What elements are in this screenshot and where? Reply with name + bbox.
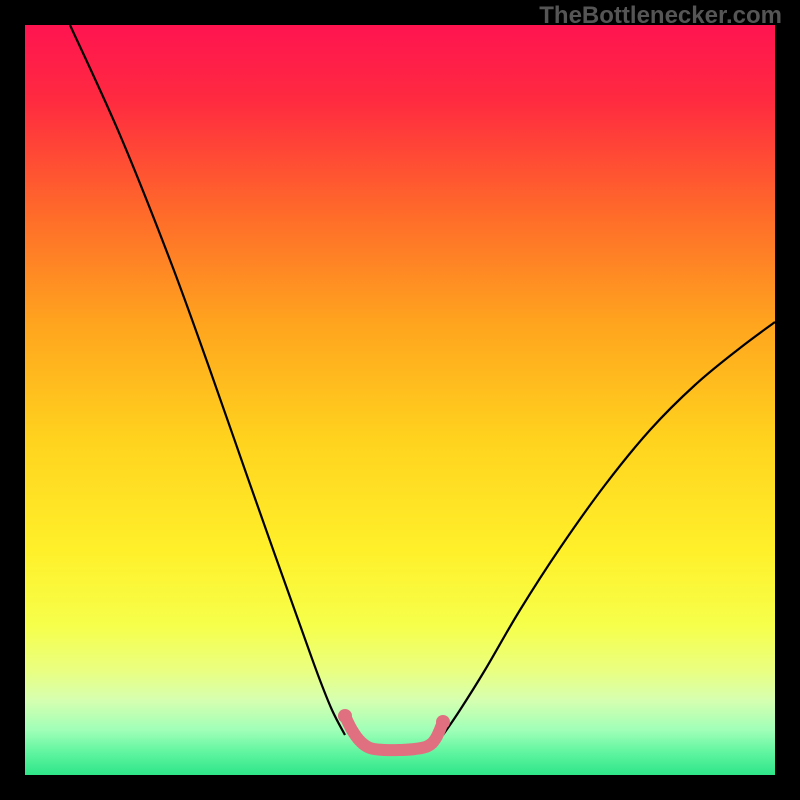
bottom-knob [345,716,443,750]
knob-end-left [338,709,352,723]
right-curve [443,322,775,735]
watermark-text: TheBottlenecker.com [539,2,782,30]
knob-end-right [436,715,450,729]
left-curve [70,25,345,735]
plot-area [25,25,775,775]
curves-layer [25,25,775,775]
